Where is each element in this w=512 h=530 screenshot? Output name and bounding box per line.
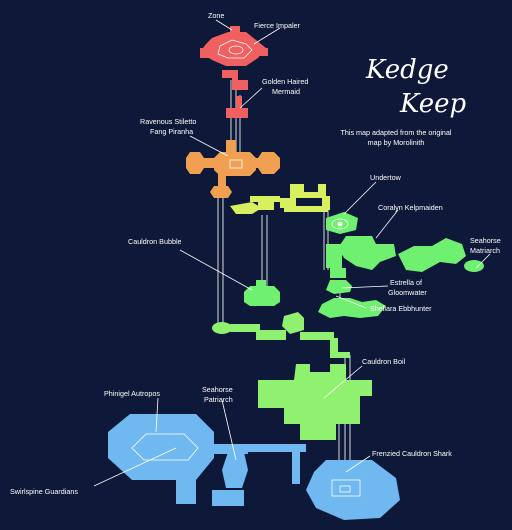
lower-west-room bbox=[212, 322, 232, 334]
cauldron-bubble bbox=[244, 280, 280, 306]
yellow-east-corridor bbox=[284, 206, 328, 212]
piranha-west-hall bbox=[196, 158, 216, 168]
label-cauldron-bubble: Cauldron Bubble bbox=[128, 237, 182, 246]
label-seahorse-patriarch-1: Seahorse bbox=[202, 385, 233, 394]
credit-line-1: This map adapted from the original bbox=[340, 128, 451, 137]
lower-center-hall bbox=[300, 332, 334, 340]
lower-west-hall bbox=[230, 324, 260, 332]
map-labels: Zone Fierce Impaler Golden Haired Mermai… bbox=[10, 11, 501, 496]
lower-stair-hall bbox=[330, 338, 338, 358]
piranha-room bbox=[214, 152, 256, 176]
orange-south-room bbox=[210, 186, 232, 198]
blue-south-room bbox=[212, 490, 244, 506]
blue-south-hall bbox=[176, 476, 196, 504]
yellow-center-hall bbox=[280, 198, 296, 208]
label-shellara: Shellara Ebbhunter bbox=[370, 304, 432, 313]
blue-east-corridor bbox=[194, 444, 248, 454]
credit-line-2: map by Morolinith bbox=[368, 138, 425, 147]
yellow-north-rooms bbox=[290, 184, 326, 198]
label-seahorse-patriarch-2: Patriarch bbox=[204, 395, 233, 404]
zone-room bbox=[200, 32, 266, 66]
leader-lines bbox=[93, 19, 491, 487]
level-top-red bbox=[200, 26, 268, 118]
label-ravenous-1: Ravenous Stiletto bbox=[140, 117, 196, 126]
blue-drop-hall bbox=[292, 450, 300, 484]
lower-north-room bbox=[282, 312, 304, 334]
label-estrella-2: Gloomwater bbox=[388, 288, 427, 297]
level-mid-green bbox=[318, 212, 484, 318]
mermaid-room bbox=[226, 108, 248, 118]
estrella-room bbox=[326, 280, 352, 294]
shellara-room bbox=[318, 298, 386, 318]
level-lower-green bbox=[212, 312, 372, 440]
label-undertow: Undertow bbox=[370, 173, 402, 182]
level-bottom-blue bbox=[108, 414, 400, 520]
label-seahorse-matriarch-2: Matriarch bbox=[470, 246, 500, 255]
label-estrella-1: Estrella of bbox=[390, 278, 422, 287]
zone-entrance bbox=[230, 26, 240, 34]
label-coralyn: Coralyn Kelpmaiden bbox=[378, 203, 443, 212]
zone-detail bbox=[217, 39, 253, 59]
corridor-red bbox=[222, 70, 248, 90]
label-fierce-impaler: Fierce Impaler bbox=[254, 21, 301, 30]
shark-detail bbox=[331, 479, 361, 497]
undertow-detail bbox=[331, 218, 349, 230]
label-golden-haired-2: Mermaid bbox=[272, 87, 300, 96]
matriarch-room bbox=[464, 260, 484, 272]
title-line-2: Keep bbox=[399, 89, 466, 119]
orange-west-room bbox=[186, 152, 204, 174]
matriarch-area bbox=[398, 238, 466, 272]
label-cauldron-boil: Cauldron Boil bbox=[362, 357, 406, 366]
orange-north-hall bbox=[226, 140, 236, 154]
mermaid-passage bbox=[236, 96, 242, 110]
shark-room bbox=[306, 460, 400, 520]
yellow-junction bbox=[258, 196, 274, 210]
cauldron-boil-room bbox=[258, 364, 372, 440]
kelpmaiden-area bbox=[338, 236, 396, 270]
map-title: Kedge Keep This map adapted from the ori… bbox=[340, 55, 466, 147]
yellow-west-room bbox=[230, 202, 262, 214]
level-mid-upper-yellow bbox=[230, 184, 330, 214]
label-zone: Zone bbox=[208, 11, 224, 20]
green-link bbox=[330, 268, 346, 278]
piranha-stair bbox=[229, 159, 243, 169]
orange-south-hall bbox=[218, 174, 226, 190]
zone-room-east bbox=[256, 48, 268, 56]
label-golden-haired-1: Golden Haired bbox=[262, 77, 308, 86]
phinigel-room bbox=[108, 414, 214, 480]
yellow-east-stair bbox=[322, 196, 330, 210]
label-swirlspine: Swirlspine Guardians bbox=[10, 487, 78, 496]
label-frenzied-shark: Frenzied Cauldron Shark bbox=[372, 449, 452, 458]
lower-hall-2 bbox=[256, 330, 286, 340]
label-phinigel: Phinigel Autropos bbox=[104, 389, 160, 398]
green-west-wing bbox=[326, 244, 342, 268]
lower-east-hall bbox=[336, 352, 350, 358]
label-seahorse-matriarch-1: Seahorse bbox=[470, 236, 501, 245]
level-upper-orange bbox=[186, 140, 280, 198]
zone-room-west bbox=[200, 48, 210, 58]
orange-east-room bbox=[258, 152, 280, 174]
phinigel-detail bbox=[131, 433, 199, 461]
title-line-1: Kedge bbox=[365, 55, 449, 85]
patriarch-room bbox=[222, 452, 248, 488]
label-ravenous-2: Fang Piranha bbox=[150, 127, 193, 136]
blue-long-corridor bbox=[244, 444, 306, 452]
